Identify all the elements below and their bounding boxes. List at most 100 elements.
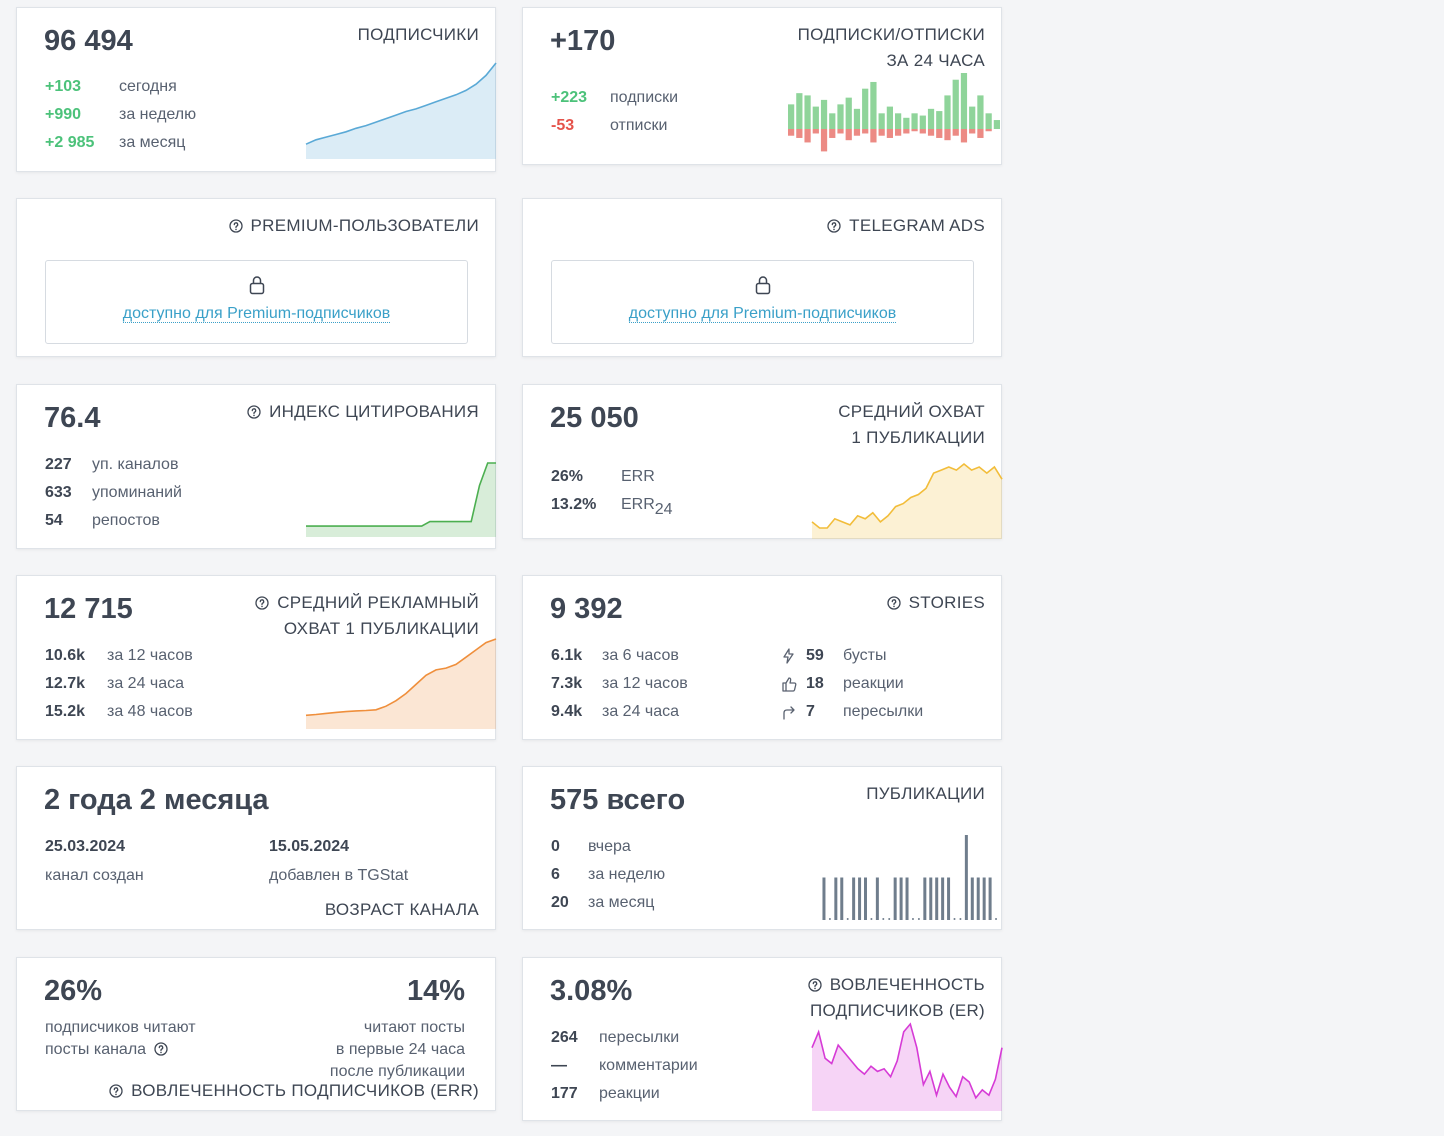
title-line: ПОДПИСЧИКОВ (ER) [808, 998, 985, 1024]
stat-value: 227 [45, 456, 72, 473]
bar [822, 877, 826, 920]
bar-empty [959, 918, 962, 920]
stat-label: сегодня [119, 76, 177, 98]
date-label: добавлен в TGStat [269, 867, 409, 884]
bar-up [927, 108, 935, 129]
stat-label-text: за месяц [119, 134, 186, 151]
stat-label-text: подписки [610, 89, 679, 106]
bar-down [820, 129, 828, 152]
bar-up [820, 99, 828, 129]
footer-text: ВОЗРАСТ КАНАЛА [324, 900, 479, 919]
bar-up [804, 95, 811, 129]
premium-link[interactable]: доступно для Premium-подписчиков [552, 305, 973, 323]
icon-ring [228, 219, 243, 233]
bar-down [870, 129, 877, 143]
bar-up [985, 113, 992, 129]
card-value: +170 [550, 25, 616, 57]
bar-up [886, 106, 893, 129]
bar-down [969, 129, 976, 134]
stat-label-text: ERR [621, 496, 655, 513]
stat-label-text: за неделю [119, 106, 197, 123]
stat-label: за 12 часов [602, 673, 688, 695]
card-value: 25 050 [550, 402, 639, 434]
date-label: канал создан [45, 867, 144, 884]
premium-link-text[interactable]: доступно для Premium-подписчиков [628, 305, 897, 323]
title-line: ПОДПИСКИ/ОТПИСКИ [798, 22, 985, 48]
stat-value: 9.4k [551, 703, 583, 720]
title-text: PREMIUM-ПОЛЬЗОВАТЕЛИ [250, 216, 479, 235]
bar-up [878, 113, 885, 129]
stat-icon [782, 677, 797, 692]
bar [941, 877, 945, 920]
bar-up [812, 106, 819, 129]
bar-up [944, 95, 951, 129]
card: +170 ПОДПИСКИ/ОТПИСКИ ЗА 24 ЧАСА +223 подпис… [522, 7, 1002, 165]
stat-value: 10.6k [45, 647, 86, 664]
bar-up [993, 120, 1000, 129]
bar-empty [846, 918, 849, 920]
bar-up [977, 95, 984, 129]
stat-label-text: за 48 часов [107, 703, 193, 720]
premium-link-text[interactable]: доступно для Premium-подписчиков [122, 305, 391, 323]
stat-label-text: репостов [92, 512, 160, 529]
stat-label: за месяц [588, 892, 654, 914]
premium-link[interactable]: доступно для Premium-подписчиков [46, 305, 467, 323]
stat-value: +990 [45, 106, 82, 123]
stat-label: за 12 часов [107, 645, 193, 667]
title-text: ОХВАТ 1 ПУБЛИКАЦИИ [283, 619, 479, 638]
stat-label: за неделю [588, 864, 665, 886]
stat-label-text: отписки [610, 117, 668, 134]
bar-empty [917, 918, 920, 920]
bar [947, 877, 951, 920]
stat-label: вчера [588, 836, 631, 858]
card: 25 050 СРЕДНИЙ ОХВАТ 1 ПУБЛИКАЦИИ 26% ERR 13.… [522, 384, 1003, 539]
card-title: ВОВЛЕЧЕННОСТЬ ПОДПИСЧИКОВ (ER) [808, 972, 985, 1024]
bar-down [853, 129, 861, 136]
bar-empty [888, 918, 891, 920]
stat-label: за 24 часа [107, 673, 184, 695]
sparkline [822, 835, 998, 920]
card: 9 392 STORIES 6.1k за 6 часов 7.3k за 12 часо… [522, 575, 1002, 740]
bar [964, 835, 968, 920]
stat-value: 59 [806, 647, 824, 664]
bar-down [977, 129, 984, 138]
spark-line [305, 638, 497, 717]
icon-ring [247, 405, 261, 419]
icon-ring [886, 596, 901, 610]
icon-glyph [113, 1087, 119, 1094]
card-title: СРЕДНИЙ ОХВАТ 1 ПУБЛИКАЦИИ [838, 399, 985, 451]
stat-label: за месяц [119, 132, 185, 154]
stat-value: -53 [551, 117, 575, 134]
bar-down [944, 129, 951, 141]
bar [875, 877, 879, 920]
help-icon [109, 1084, 123, 1098]
stat-value: 7 [806, 703, 815, 720]
column-value: 26% [44, 975, 103, 1007]
date-value: 15.05.2024 [269, 838, 350, 855]
card: 76.4 ИНДЕКС ЦИТИРОВАНИЯ 227 уп. каналов 633 у… [16, 384, 496, 549]
title-text: 1 ПУБЛИКАЦИИ [851, 428, 985, 447]
date-value: 25.03.2024 [45, 838, 126, 855]
bar-down [985, 129, 992, 132]
card: TELEGRAM ADS доступно для Premium-подписч… [522, 198, 1002, 357]
title-text: ВОВЛЕЧЕННОСТЬ [829, 975, 985, 994]
stat-label-text: за 6 часов [602, 647, 679, 664]
bar-down [895, 129, 902, 136]
card-value: 76.4 [44, 402, 101, 434]
stat-value: 13.2% [551, 496, 597, 513]
stat-label: упоминаний [92, 482, 182, 504]
stat-value: 6.1k [551, 647, 583, 664]
help-icon [827, 219, 841, 233]
bar-down [952, 129, 959, 136]
footer-text: ВОВЛЕЧЕННОСТЬ ПОДПИСЧИКОВ (ERR) [131, 1081, 479, 1100]
stat-value: 12.7k [45, 675, 86, 692]
spark-line [811, 1022, 1003, 1100]
stat-value: 6 [551, 866, 560, 883]
help-icon [808, 978, 822, 992]
bar-up [853, 108, 861, 129]
title-text: ПУБЛИКАЦИИ [866, 784, 985, 803]
icon-dot [115, 1093, 117, 1096]
stat-label-text: вчера [588, 838, 631, 855]
card-value: 96 494 [44, 25, 133, 57]
